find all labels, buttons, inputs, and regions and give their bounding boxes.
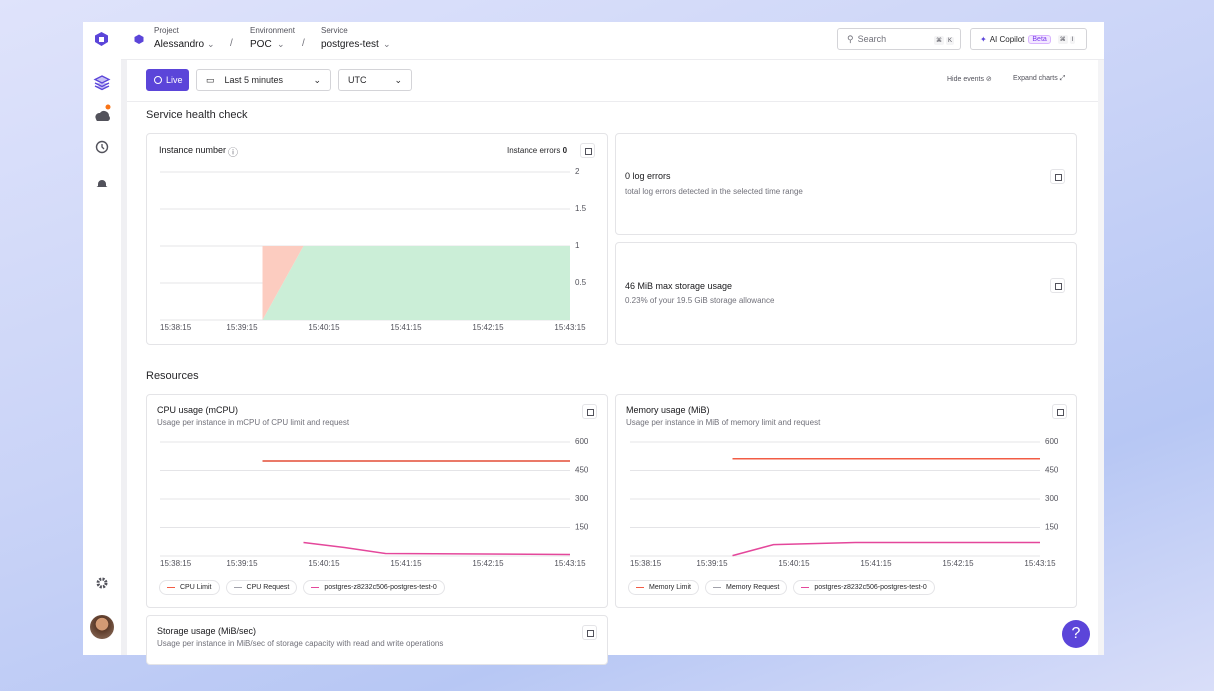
legend-swatch [167,586,175,589]
search-box[interactable]: ⚲ Search ⌘ K [837,28,961,50]
live-button[interactable]: Live [146,69,189,91]
search-placeholder: Search [857,34,887,44]
legend-swatch [801,586,810,589]
legend-label: postgres-z8232c506-postgres-test-0 [324,584,437,591]
service-select[interactable]: postgres-test [321,39,379,50]
storage-card [615,242,1077,345]
open-logs-icon[interactable] [1050,169,1065,184]
chevron: ⌄ [383,39,391,49]
bottom-fade [83,655,1104,691]
service-label: Service [321,26,348,35]
legend-label: CPU Request [246,584,290,591]
copilot-label: AI Copilot [989,34,1025,44]
expand-icon[interactable] [580,143,595,158]
shortcut-key: K [945,36,954,45]
legend-label: Memory Request [726,584,780,591]
legend-swatch [713,586,722,589]
hide-events-label: Hide events [947,76,984,83]
toolbar-border [127,101,1098,102]
sidebar-divider [121,60,127,655]
live-label: Live [166,75,183,85]
environment-select[interactable]: POC [250,39,272,50]
chart-title: Storage usage (MiB/sec) [157,626,257,636]
header-border [121,59,1104,60]
chart-subtitle: Usage per instance in mCPU of CPU limit … [157,418,350,427]
log-errors: 0 log errors [625,171,671,181]
logo [95,32,108,46]
chart-card [146,615,608,665]
project-select[interactable]: Alessandro [154,39,205,50]
scrollbar [1098,60,1104,655]
legend-label: CPU Limit [180,584,212,591]
storage-usage: 46 MiB max storage usage [625,281,733,291]
environment-label: Environment [250,26,295,35]
timezone-label: UTC [348,75,367,85]
beta-badge: Beta [1028,34,1051,44]
project-icon [134,34,144,44]
legend-swatch [233,586,242,589]
log-card [615,133,1077,235]
legend-item[interactable]: Memory Request [705,580,788,595]
legend-item[interactable]: CPU Limit [159,580,220,595]
legend: Memory Limit Memory Request postgres-z8232… [628,580,935,595]
range-label: Last 5 minutes [224,75,284,85]
legend-swatch [636,586,644,589]
chart-card [146,133,608,345]
shortcut-key: ⌘ [933,35,944,45]
legend: CPU Limit CPU Request postgres-z8232c506-p… [159,580,445,595]
expand-icon[interactable] [1052,404,1067,419]
hide-events[interactable]: Hide events ⊘ [947,76,992,83]
copilot-button[interactable]: ✦ AI Copilot Beta ⌘ I [970,28,1087,50]
help-button[interactable]: ? [1062,620,1090,648]
chevron: ⌄ [207,39,215,49]
chart-title: Memory usage (MiB) [626,405,710,415]
legend-item[interactable]: CPU Request [225,580,298,595]
expand-charts-label: Expand charts [1013,75,1058,82]
expand-icon[interactable] [582,625,597,640]
legend-label: Memory Limit [649,584,692,591]
legend-item[interactable]: postgres-z8232c506-postgres-test-0 [303,580,445,595]
section-title: Resources [146,370,199,382]
expand-charts[interactable]: Expand charts ⤢ [1013,75,1066,82]
range-select[interactable]: ▭ Last 5 minutes ⌄ [196,69,331,91]
chart-card [615,394,1077,608]
section-title: Service health check [146,109,248,121]
chart-card [146,394,608,608]
chart-title: CPU usage (mCPU) [157,405,239,415]
instance-errors: Instance errors 0 [507,146,567,155]
shortcut-key: ⌘ [1057,35,1068,44]
legend-item[interactable]: Memory Limit [628,580,700,595]
chart-subtitle: Usage per instance in MiB/sec of storage… [157,639,444,648]
avatar[interactable] [90,615,114,639]
sidebar-icons [93,75,111,589]
legend-label: postgres-z8232c506-postgres-test-0 [814,584,927,591]
chart-subtitle: Usage per instance in MiB of memory limi… [626,418,821,427]
log-errors-note: total log errors detected in the selecte… [625,187,803,196]
expand-icon[interactable] [582,404,597,419]
chevron: ⌄ [277,39,285,49]
expand-icon[interactable] [1050,278,1065,293]
chart-title: Instance number [159,145,227,155]
info-icon: ⓘ [228,148,238,159]
storage-note: 0.23% of your 19.5 GiB storage allowance [625,296,775,305]
timezone-select[interactable]: UTC ⌄ [338,69,412,91]
legend-swatch [311,586,320,589]
legend-item[interactable]: postgres-z8232c506-postgres-test-0 [793,580,935,595]
separator: / [230,38,233,49]
shortcut-key: I [1069,36,1076,44]
separator: / [302,38,305,49]
instance-errors-value: 0 [562,146,568,155]
instance-errors-label: Instance errors [507,146,561,155]
project-label: Project [154,26,179,35]
